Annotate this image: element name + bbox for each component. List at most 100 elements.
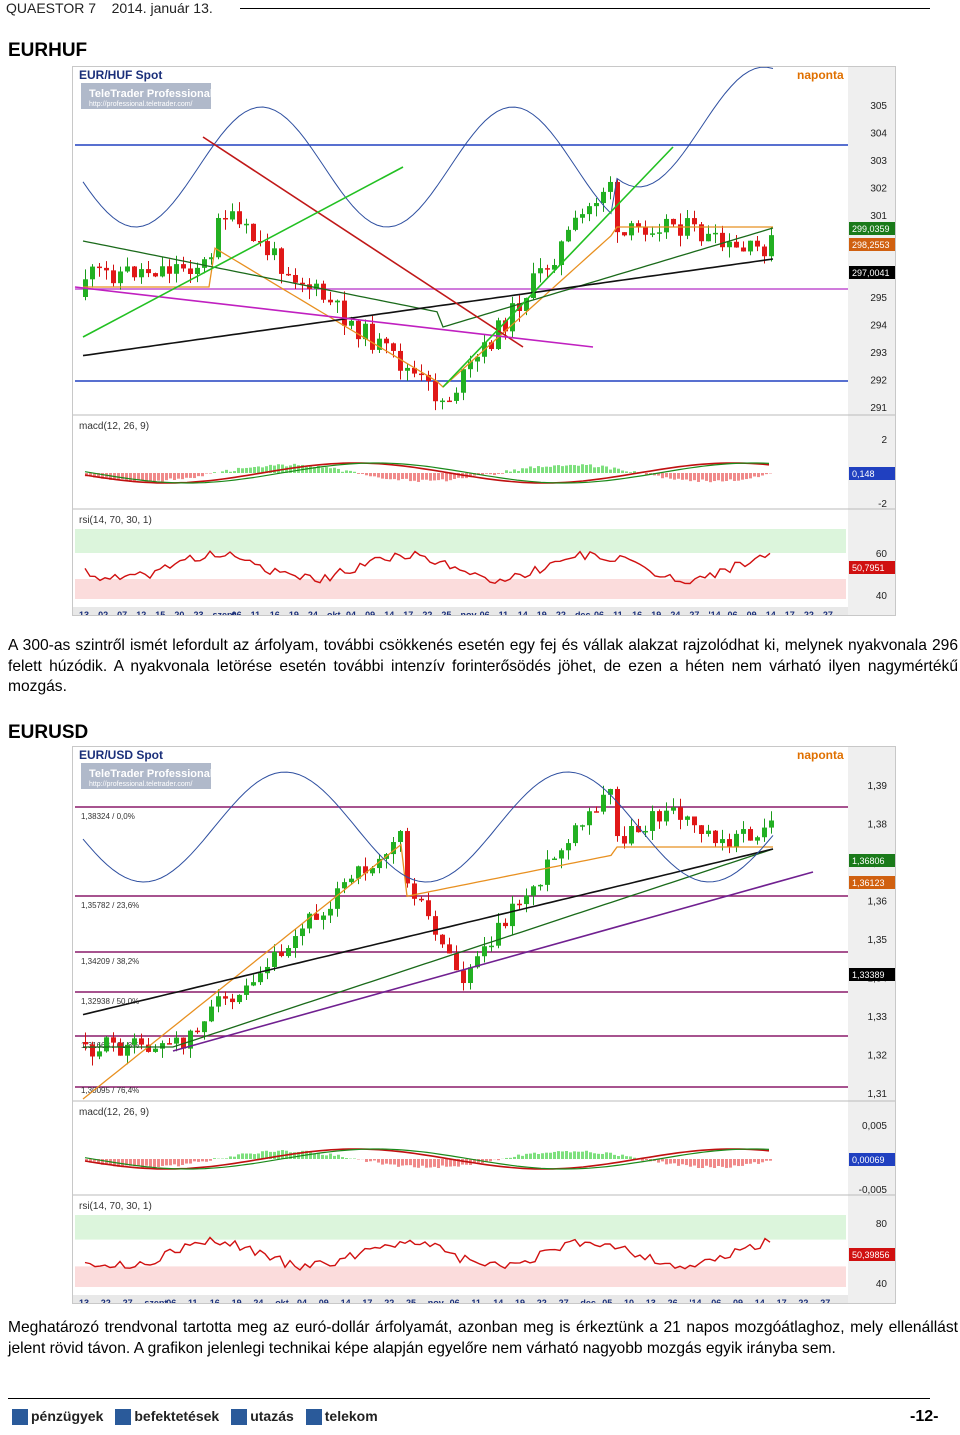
- date-tick-label: 09: [733, 1298, 743, 1303]
- date-tick-label: 24: [308, 610, 318, 615]
- candle-body: [734, 833, 739, 847]
- macd-histogram-bar: [257, 1153, 260, 1159]
- macd-histogram-bar: [345, 1158, 348, 1159]
- macd-histogram-bar: [505, 1157, 508, 1159]
- date-tick-label: '14: [708, 610, 720, 615]
- macd-histogram-bar: [517, 1154, 520, 1159]
- candle-body: [286, 273, 291, 276]
- provider-name: TeleTrader Professional: [89, 768, 213, 780]
- footer-nav-item-utazas[interactable]: utazás: [231, 1408, 294, 1426]
- macd-histogram-bar: [489, 473, 492, 475]
- macd-histogram-bar: [225, 1158, 228, 1159]
- candle-body: [468, 361, 473, 370]
- instrument-label: EUR/HUF Spot: [79, 68, 162, 82]
- macd-histogram-bar: [613, 467, 616, 473]
- moving-average-long: [82, 848, 774, 1016]
- macd-histogram-bar: [321, 1154, 324, 1159]
- macd-histogram-bar: [725, 1159, 728, 1168]
- candle-body: [202, 1021, 207, 1033]
- macd-histogram-bar: [433, 1159, 436, 1167]
- candle-body: [552, 265, 557, 270]
- candle-body: [209, 257, 214, 260]
- candle-body: [335, 300, 340, 303]
- macd-histogram-bar: [633, 1157, 636, 1159]
- candle-body: [293, 274, 298, 283]
- macd-histogram-bar: [745, 473, 748, 480]
- macd-histogram-bar: [401, 473, 404, 480]
- candle-body: [454, 953, 459, 971]
- macd-histogram-bar: [701, 473, 704, 480]
- date-tick-label: 06: [480, 610, 490, 615]
- macd-histogram-bar: [441, 1159, 444, 1166]
- macd-histogram-bar: [733, 1159, 736, 1166]
- macd-label: macd(12, 26, 9): [79, 421, 149, 432]
- publication-name: QUAESTOR 7: [6, 0, 96, 16]
- rsi-badge: [849, 561, 895, 574]
- date-tick-label: 14: [766, 610, 776, 615]
- date-tick-label: 27: [123, 1298, 133, 1303]
- macd-histogram-bar: [625, 471, 628, 473]
- macd-histogram-bar: [489, 1159, 492, 1162]
- macd-histogram-bar: [621, 1154, 624, 1159]
- candle-body: [251, 982, 256, 986]
- footer-nav-item-telekom[interactable]: telekom: [305, 1408, 378, 1426]
- macd-histogram-bar: [525, 468, 528, 473]
- price-tick-label: 1,38: [868, 820, 888, 831]
- date-tick-label: dec.: [580, 1298, 598, 1303]
- macd-histogram-bar: [85, 1159, 88, 1162]
- macd-histogram-bar: [293, 1152, 296, 1159]
- price-badge-label: 1,36123: [852, 878, 885, 888]
- candle-body: [720, 232, 725, 248]
- footer-nav-item-penzugyek[interactable]: pénzügyek: [12, 1408, 103, 1426]
- price-badge-label: 1,36806: [852, 856, 885, 866]
- fib-level-label: 1,35782 / 23,6%: [81, 901, 139, 910]
- macd-histogram-bar: [205, 1159, 208, 1162]
- logo-icon: [12, 1409, 28, 1426]
- macd-histogram-bar: [425, 1159, 428, 1168]
- candle-body: [321, 915, 326, 920]
- eurhuf-chart: EUR/HUF Spot naponta TeleTrader Profession…: [72, 66, 896, 616]
- macd-histogram-bar: [417, 1159, 420, 1168]
- macd-histogram-bar: [445, 473, 448, 482]
- candle-body: [314, 283, 319, 289]
- candle-body: [762, 827, 767, 838]
- macd-histogram-bar: [729, 1159, 732, 1168]
- candle-body: [314, 913, 319, 920]
- macd-histogram-bar: [501, 473, 504, 474]
- date-tick-label: 10: [624, 1298, 634, 1303]
- moving-average-mid: [83, 848, 774, 1048]
- macd-histogram-bar: [277, 464, 280, 473]
- candle-body: [482, 946, 487, 957]
- macd-histogram-bar: [713, 473, 716, 482]
- macd-histogram-bar: [353, 1158, 356, 1159]
- macd-histogram-bar: [485, 473, 488, 474]
- page-header: QUAESTOR 7 2014. január 13.: [6, 0, 213, 16]
- macd-histogram-bar: [405, 473, 408, 479]
- macd-histogram-bar: [573, 1151, 576, 1159]
- candle-body: [279, 248, 284, 274]
- rsi-oversold-zone: [75, 1266, 846, 1287]
- macd-histogram-bar: [297, 1151, 300, 1159]
- macd-histogram-bar: [321, 467, 324, 473]
- candle-body: [356, 320, 361, 340]
- candle-body: [97, 266, 102, 269]
- macd-histogram-bar: [381, 473, 384, 479]
- macd-histogram-bar: [645, 473, 648, 476]
- macd-histogram-bar: [717, 1159, 720, 1166]
- macd-histogram-bar: [449, 473, 452, 481]
- macd-histogram-bar: [213, 1158, 216, 1159]
- macd-histogram-bar: [661, 473, 664, 479]
- footer-nav-item-befektetesek[interactable]: befektetések: [115, 1408, 219, 1426]
- date-tick-label: 11: [471, 1298, 481, 1303]
- candle-body: [524, 895, 529, 905]
- macd-histogram-bar: [117, 473, 120, 480]
- candle-body: [531, 886, 536, 896]
- candle-body: [125, 1044, 130, 1056]
- macd-histogram-bar: [693, 1159, 696, 1166]
- fib-level-label: 1,31668 / 61,8%: [81, 1041, 139, 1050]
- price-tick-label: 1,36: [868, 897, 888, 908]
- candle-body: [139, 269, 144, 278]
- date-tick-label: '14: [689, 1298, 701, 1303]
- macd-histogram-bar: [517, 470, 520, 473]
- macd-histogram-bar: [333, 1155, 336, 1159]
